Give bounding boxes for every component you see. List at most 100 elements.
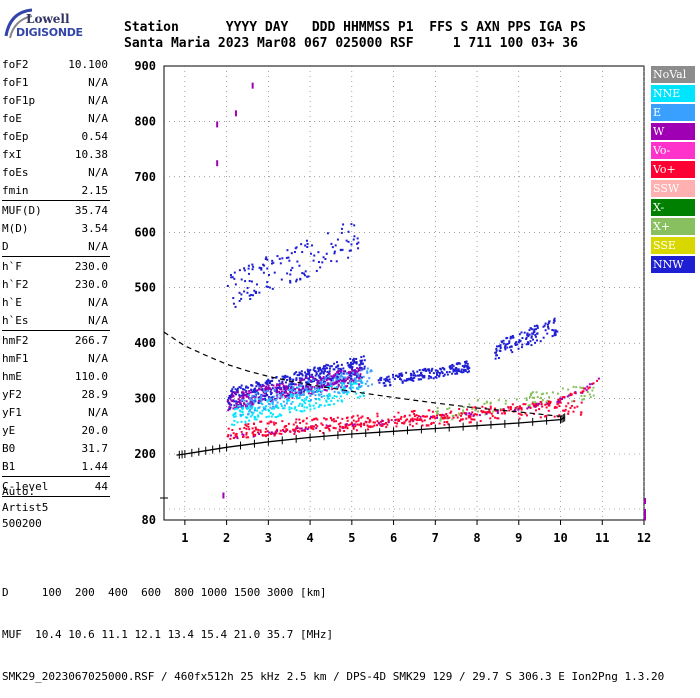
echo-point: [461, 418, 464, 421]
echo-point: [392, 373, 395, 376]
echo-point: [357, 374, 360, 377]
echo-point: [535, 391, 538, 394]
echo-point: [302, 272, 305, 275]
echo-point: [252, 411, 255, 414]
echo-point: [442, 375, 445, 378]
echo-point: [525, 398, 528, 401]
echo-point: [345, 372, 348, 375]
echo-point: [302, 393, 305, 396]
echo-point: [232, 399, 235, 402]
stray-echo: [644, 509, 646, 515]
echo-point: [554, 329, 557, 332]
echo-point: [298, 264, 301, 267]
echo-point: [273, 407, 276, 410]
trace-point: [476, 413, 479, 416]
echo-point: [421, 424, 424, 427]
echo-point: [347, 424, 350, 427]
echo-point: [436, 373, 439, 376]
echo-point: [351, 362, 354, 365]
echo-point: [552, 329, 555, 332]
echo-point: [267, 422, 270, 425]
echo-point: [268, 397, 271, 400]
echo-point: [255, 391, 258, 394]
echo-point: [241, 406, 244, 409]
echo-point: [292, 386, 295, 389]
echo-point: [545, 401, 548, 404]
echo-point: [377, 379, 380, 382]
echo-point: [306, 381, 309, 384]
trace-point: [242, 433, 245, 436]
echo-point: [342, 377, 345, 380]
echo-point: [363, 367, 366, 370]
trace-point: [588, 386, 591, 389]
echo-point: [333, 368, 336, 371]
param-value: 35.74: [74, 204, 108, 217]
footer: D 100 200 400 600 800 1000 1500 3000 [km…: [2, 558, 664, 698]
trace-point: [232, 436, 235, 439]
echo-point: [352, 373, 355, 376]
echo-point: [517, 341, 520, 344]
echo-point: [434, 369, 437, 372]
echo-point: [251, 431, 254, 434]
echo-point: [525, 397, 528, 400]
echo-point: [591, 389, 594, 392]
param-row: foEs N/A: [2, 166, 108, 184]
echo-point: [249, 403, 252, 406]
echo-point: [267, 273, 270, 276]
echo-point: [435, 410, 438, 413]
trace-point: [403, 421, 406, 424]
echo-point: [235, 393, 238, 396]
echo-point: [267, 408, 270, 411]
echo-point: [457, 362, 460, 365]
echo-point: [352, 379, 355, 382]
echo-point: [570, 404, 573, 407]
param-label: C-level: [2, 480, 49, 493]
echo-point: [278, 382, 281, 385]
trace-point: [514, 406, 517, 409]
trace-point: [411, 417, 414, 420]
echo-point: [255, 283, 258, 286]
echo-point: [240, 414, 243, 417]
echo-point: [461, 371, 464, 374]
echo-point: [449, 411, 452, 414]
echo-point: [262, 263, 265, 266]
param-value: N/A: [88, 352, 108, 365]
echo-point: [325, 418, 328, 421]
echo-point: [439, 367, 442, 370]
echo-point: [549, 400, 552, 403]
echo-point: [358, 366, 361, 369]
echo-point: [516, 407, 519, 410]
echo-point: [249, 391, 252, 394]
trace-point: [547, 402, 550, 405]
echo-point: [411, 377, 414, 380]
echo-point: [234, 305, 237, 308]
echo-point: [309, 405, 312, 408]
echo-point: [556, 330, 559, 333]
trace-point: [303, 429, 306, 432]
trace-point: [539, 400, 542, 403]
trace-point: [312, 425, 315, 428]
legend-item: Vo-: [651, 142, 695, 159]
echo-point: [499, 344, 502, 347]
echo-point: [386, 378, 389, 381]
echo-point: [227, 427, 230, 430]
echo-point: [233, 423, 236, 426]
echo-point: [262, 271, 265, 274]
echo-point: [335, 420, 338, 423]
echo-point: [344, 379, 347, 382]
echo-point: [280, 404, 283, 407]
echo-point: [301, 410, 304, 413]
trace-point: [365, 421, 368, 424]
echo-point: [362, 394, 365, 397]
echo-point: [270, 262, 273, 265]
echo-point: [299, 372, 302, 375]
echo-point: [346, 385, 349, 388]
echo-point: [368, 377, 371, 380]
echo-point: [547, 325, 550, 328]
echo-point: [274, 422, 277, 425]
echo-point: [403, 415, 406, 418]
echo-point: [300, 370, 303, 373]
param-label: MUF(D): [2, 204, 42, 217]
echo-point: [510, 349, 513, 352]
param-value: N/A: [88, 314, 108, 327]
